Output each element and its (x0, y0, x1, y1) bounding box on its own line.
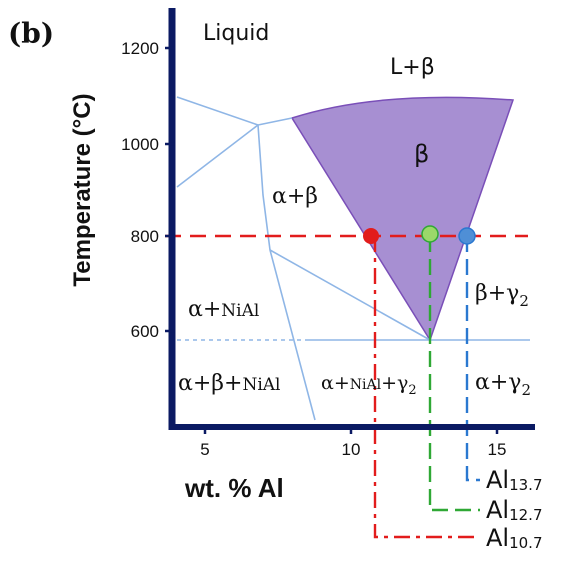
alpha-alpha-beta-boundary (257, 124, 316, 421)
x-tick-10: 10 (342, 440, 361, 459)
marker-10-7-red (363, 228, 379, 244)
peritectic-line (257, 117, 293, 126)
y-tick-1200: 1200 (121, 39, 159, 58)
label-alpha-nial-gamma2: α+NiAl+γ2 (321, 372, 417, 398)
y-axis-title: Temperature (°C) (69, 93, 96, 286)
alpha-solvus-line (176, 124, 259, 188)
x-tick-marks (203, 424, 499, 434)
alpha-beta-nial-boundary (269, 249, 431, 341)
alloy-guide-10-7 (373, 236, 480, 539)
x-tick-5: 5 (200, 440, 209, 459)
label-liquid: Liquid (203, 21, 269, 46)
label-beta: β (414, 140, 429, 168)
alloy-label-12-7: Al12.7 (486, 496, 543, 524)
y-tick-marks (165, 46, 175, 333)
x-tick-15: 15 (488, 440, 507, 459)
liquidus-alpha-line (176, 96, 259, 126)
alloy-guide-13-7 (465, 236, 480, 482)
marker-12-7-green (421, 225, 439, 243)
marker-13-7-blue (458, 227, 476, 245)
label-alpha-nial: α+NiAl (188, 297, 259, 322)
panel-label: (b) (8, 17, 54, 50)
label-beta-gamma2: β+γ2 (475, 281, 529, 310)
x-axis-title: wt. % Al (184, 473, 284, 503)
y-tick-800: 800 (131, 227, 159, 246)
beta-phase-region (290, 96, 515, 342)
y-tick-1000: 1000 (121, 135, 159, 154)
alloy-guide-12-7 (428, 236, 480, 512)
label-alpha-beta: α+β (272, 184, 318, 209)
alloy-guides (373, 236, 480, 539)
alloy-label-13-7: Al13.7 (486, 466, 543, 494)
phase-boundaries (176, 96, 530, 421)
label-l-beta: L+β (390, 55, 435, 80)
label-alpha-gamma2: α+γ2 (475, 370, 531, 399)
y-tick-600: 600 (131, 322, 159, 341)
alloy-label-10-7: Al10.7 (486, 524, 543, 552)
label-alpha-beta-nial: α+β+NiAl (178, 371, 280, 396)
